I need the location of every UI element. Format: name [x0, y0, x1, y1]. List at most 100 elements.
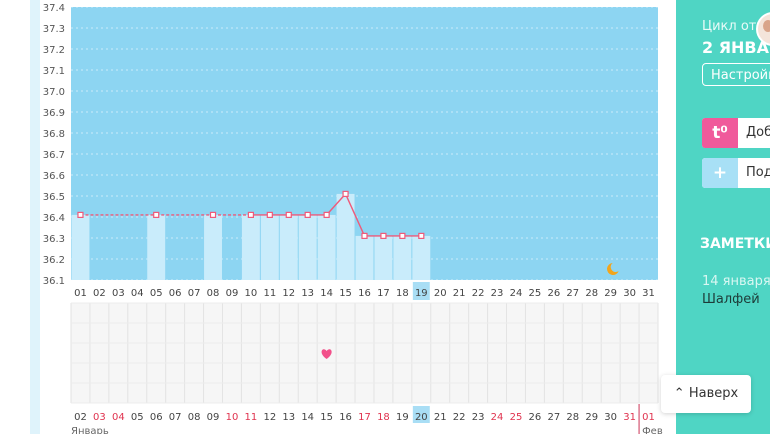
data-point[interactable]: [399, 232, 406, 239]
back-to-top-button[interactable]: ⌃ Наверх: [661, 375, 751, 413]
x-day-label[interactable]: 30: [623, 288, 636, 299]
x-day-label[interactable]: 07: [188, 288, 201, 299]
temperature-chart: 37.4 37.3 37.2 37.1 37.0 36.9 36.8 36.7 36.6 36.5…: [42, 3, 663, 434]
calendar-date[interactable]: 05: [131, 412, 144, 423]
x-day-label[interactable]: 15: [339, 288, 352, 299]
note-text[interactable]: Шалфей: [702, 292, 760, 307]
calendar-date[interactable]: 12: [263, 412, 276, 423]
x-day-label[interactable]: 16: [358, 288, 371, 299]
calendar-date[interactable]: 21: [434, 412, 447, 423]
x-day-label[interactable]: 18: [396, 288, 409, 299]
temperature-bar[interactable]: [147, 214, 166, 280]
next-month-label: Фев: [642, 426, 663, 434]
calendar-date[interactable]: 02: [74, 412, 87, 423]
x-day-label[interactable]: 06: [169, 288, 182, 299]
x-day-label[interactable]: 26: [547, 288, 560, 299]
calendar-date[interactable]: 28: [566, 412, 579, 423]
x-day-label[interactable]: 28: [585, 288, 598, 299]
calendar-date[interactable]: 04: [112, 412, 125, 423]
temperature-bar[interactable]: [204, 214, 222, 280]
calendar-date[interactable]: 25: [510, 412, 523, 423]
temperature-bar[interactable]: [241, 214, 260, 280]
temperature-bar[interactable]: [374, 235, 393, 280]
calendar-date[interactable]: 30: [604, 412, 617, 423]
calendar-date[interactable]: 03: [93, 412, 106, 423]
x-day-label[interactable]: 08: [207, 288, 220, 299]
x-day-label[interactable]: 23: [491, 288, 504, 299]
settings-button[interactable]: Настройк: [702, 63, 770, 86]
x-day-label[interactable]: 25: [529, 288, 542, 299]
calendar-date[interactable]: 06: [150, 412, 163, 423]
calendar-date[interactable]: 23: [472, 412, 485, 423]
data-point[interactable]: [247, 211, 254, 218]
x-day-label[interactable]: 11: [263, 288, 276, 299]
x-day-label[interactable]: 14: [320, 288, 333, 299]
calendar-date[interactable]: 29: [585, 412, 598, 423]
temperature-bar[interactable]: [393, 235, 412, 280]
x-day-label[interactable]: 22: [472, 288, 485, 299]
calendar-date[interactable]: 09: [207, 412, 220, 423]
calendar-date[interactable]: 22: [453, 412, 466, 423]
x-day-label[interactable]: 05: [150, 288, 163, 299]
x-day-label[interactable]: 01: [74, 288, 87, 299]
calendar-date[interactable]: 26: [529, 412, 542, 423]
data-point[interactable]: [77, 211, 84, 218]
calendar-date[interactable]: 10: [226, 412, 239, 423]
calendar-date[interactable]: 08: [188, 412, 201, 423]
temperature-bar[interactable]: [336, 193, 355, 280]
x-day-label[interactable]: 12: [282, 288, 295, 299]
calendar-date[interactable]: 01: [642, 412, 655, 423]
x-day-label[interactable]: 31: [642, 288, 655, 299]
calendar-date[interactable]: 14: [301, 412, 314, 423]
x-day-label[interactable]: 04: [131, 288, 144, 299]
data-point[interactable]: [153, 211, 160, 218]
calendar-date[interactable]: 19: [396, 412, 409, 423]
calendar-date[interactable]: 11: [245, 412, 258, 423]
x-day-label[interactable]: 13: [301, 288, 314, 299]
x-day-label[interactable]: 21: [453, 288, 466, 299]
more-button[interactable]: + Под: [702, 158, 770, 188]
x-day-label[interactable]: 09: [226, 288, 239, 299]
temperature-bar[interactable]: [71, 214, 90, 280]
calendar-date[interactable]: 15: [320, 412, 333, 423]
data-point[interactable]: [209, 211, 217, 218]
calendar-date[interactable]: 13: [282, 412, 295, 423]
x-day-label[interactable]: 10: [245, 288, 258, 299]
symptoms-area: [71, 303, 658, 403]
temperature-bar[interactable]: [279, 214, 298, 280]
calendar-date[interactable]: 16: [339, 412, 352, 423]
data-point[interactable]: [380, 232, 387, 239]
calendar-date[interactable]: 17: [358, 412, 371, 423]
calendar-date[interactable]: 24: [491, 412, 504, 423]
data-point[interactable]: [285, 211, 292, 218]
data-point[interactable]: [304, 211, 311, 218]
temperature-bar[interactable]: [260, 214, 279, 280]
y-tick-label: 36.3: [43, 234, 65, 245]
add-entry-button[interactable]: t⁰ Доб: [702, 118, 770, 148]
data-point[interactable]: [361, 232, 368, 239]
data-point[interactable]: [418, 232, 425, 239]
series-line-segment: [326, 193, 347, 216]
cycle-label: Цикл от: [702, 19, 757, 34]
x-day-label[interactable]: 29: [604, 288, 617, 299]
calendar-date[interactable]: 20: [415, 412, 428, 423]
calendar-date[interactable]: 18: [377, 412, 390, 423]
temperature-bar[interactable]: [355, 235, 374, 280]
temperature-bar[interactable]: [298, 214, 317, 280]
x-day-label[interactable]: 03: [112, 288, 125, 299]
temperature-bar[interactable]: [412, 235, 431, 280]
x-day-label[interactable]: 19: [415, 288, 428, 299]
calendar-date[interactable]: 27: [547, 412, 560, 423]
data-point[interactable]: [266, 211, 273, 218]
calendar-date[interactable]: 07: [169, 412, 182, 423]
x-day-label[interactable]: 02: [93, 288, 106, 299]
x-day-label[interactable]: 20: [434, 288, 447, 299]
data-point[interactable]: [342, 190, 349, 197]
y-tick-label: 37.4: [43, 3, 65, 14]
x-day-label[interactable]: 17: [377, 288, 390, 299]
x-day-label[interactable]: 27: [566, 288, 579, 299]
x-day-label[interactable]: 24: [510, 288, 523, 299]
temperature-bar[interactable]: [317, 214, 336, 280]
data-point[interactable]: [323, 211, 330, 218]
calendar-date[interactable]: 31: [623, 412, 636, 423]
